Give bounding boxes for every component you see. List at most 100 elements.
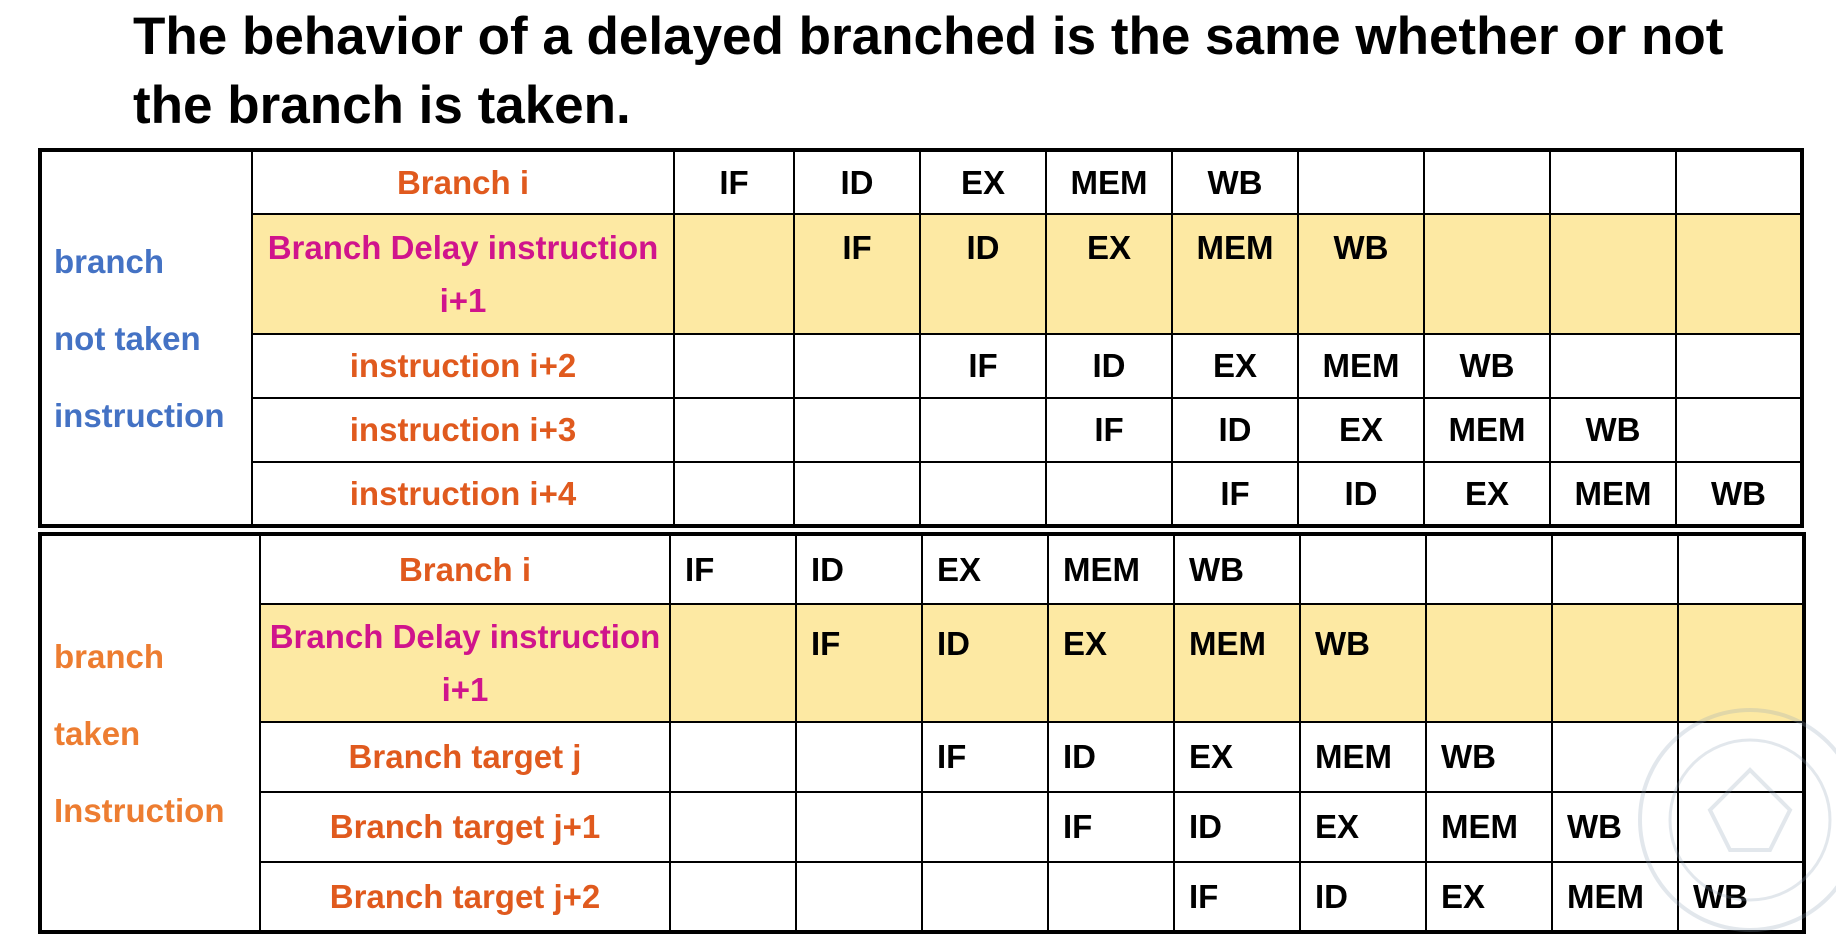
- group-label-line: not taken: [54, 319, 201, 357]
- stage-cell: [793, 397, 921, 463]
- stage-cell: [793, 461, 921, 527]
- stage-cell: [669, 603, 797, 723]
- stage-cell: ID: [919, 213, 1047, 335]
- stage-cell: [1675, 213, 1803, 335]
- stage-cell: [1677, 791, 1805, 863]
- stage-cell: IF: [1173, 861, 1301, 933]
- stage-cell: [1425, 603, 1553, 723]
- table-row: Branch target j+2 IF ID EX MEM WB: [40, 861, 1805, 933]
- stage-cell: MEM: [1299, 721, 1427, 793]
- stage-cell: EX: [919, 149, 1047, 215]
- stage-cell: [921, 861, 1049, 933]
- stage-cell: IF: [919, 333, 1047, 399]
- stage-cell: [1425, 533, 1553, 605]
- instruction-label: Branch Delay instruction i+1: [259, 603, 671, 723]
- stage-cell: [1675, 397, 1803, 463]
- stage-cell: [795, 861, 923, 933]
- stage-cell: [1551, 603, 1679, 723]
- stage-cell: ID: [1173, 791, 1301, 863]
- stage-cell: [669, 721, 797, 793]
- stage-cell: WB: [1297, 213, 1425, 335]
- stage-cell: MEM: [1171, 213, 1299, 335]
- stage-cell: [1675, 149, 1803, 215]
- instruction-label: instruction i+2: [251, 333, 675, 399]
- stage-cell: [673, 333, 795, 399]
- stage-cell: [919, 397, 1047, 463]
- stage-cell: MEM: [1549, 461, 1677, 527]
- stage-cell: WB: [1299, 603, 1427, 723]
- stage-cell: [1677, 533, 1805, 605]
- stage-cell: IF: [673, 149, 795, 215]
- table-row: instruction i+2 IF ID EX MEM WB: [40, 333, 1803, 399]
- stage-cell: MEM: [1047, 533, 1175, 605]
- table-row: instruction i+3 IF ID EX MEM WB: [40, 397, 1803, 463]
- stage-cell: [1047, 861, 1175, 933]
- stage-cell: ID: [793, 149, 921, 215]
- stage-cell: WB: [1423, 333, 1551, 399]
- instruction-label: instruction i+4: [251, 461, 675, 527]
- stage-cell: [1549, 333, 1677, 399]
- stage-cell: [919, 461, 1047, 527]
- stage-cell: EX: [1171, 333, 1299, 399]
- group-label-not-taken: branch not taken instruction: [39, 149, 253, 527]
- stage-cell: [673, 397, 795, 463]
- stage-cell: IF: [1047, 791, 1175, 863]
- stage-cell: IF: [795, 603, 923, 723]
- stage-cell: EX: [1425, 861, 1553, 933]
- stage-cell: ID: [1297, 461, 1425, 527]
- stage-cell: [795, 791, 923, 863]
- stage-cell: [1551, 533, 1679, 605]
- stage-cell: MEM: [1425, 791, 1553, 863]
- stage-cell: [795, 721, 923, 793]
- group-label-line: instruction: [54, 396, 225, 434]
- table-row: instruction i+4 IF ID EX MEM WB: [40, 461, 1803, 527]
- stage-cell: ID: [1299, 861, 1427, 933]
- table-row: Branch target j IF ID EX MEM WB: [40, 721, 1805, 793]
- stage-cell: IF: [793, 213, 921, 335]
- stage-cell: [669, 861, 797, 933]
- stage-cell: MEM: [1551, 861, 1679, 933]
- instruction-label: instruction i+3: [251, 397, 675, 463]
- stage-cell: MEM: [1423, 397, 1551, 463]
- stage-cell: ID: [1171, 397, 1299, 463]
- stage-cell: MEM: [1173, 603, 1301, 723]
- stage-cell: WB: [1551, 791, 1679, 863]
- stage-cell: IF: [1045, 397, 1173, 463]
- stage-cell: [1677, 721, 1805, 793]
- stage-cell: [1297, 149, 1425, 215]
- stage-cell: IF: [921, 721, 1049, 793]
- group-label-line: taken: [54, 714, 141, 752]
- stage-cell: IF: [669, 533, 797, 605]
- instruction-label: Branch Delay instruction i+1: [251, 213, 675, 335]
- instruction-label: Branch i: [251, 149, 675, 215]
- table-row: branch taken Instruction Branch i IF ID EX MEM W…: [39, 533, 1805, 933]
- stage-cell: [1299, 533, 1427, 605]
- group-label-line: branch: [54, 242, 165, 280]
- table-row: branch not taken instruction Branch i IF ID EX…: [39, 149, 1803, 527]
- stage-cell: [1045, 461, 1173, 527]
- stage-cell: WB: [1171, 149, 1299, 215]
- stage-cell: [1551, 721, 1679, 793]
- group-label-line: Instruction: [54, 791, 225, 829]
- stage-cell: WB: [1549, 397, 1677, 463]
- stage-cell: [921, 791, 1049, 863]
- stage-cell: [1549, 149, 1677, 215]
- pipeline-table-branch-taken: branch taken Instruction Branch i IF ID EX MEM W…: [38, 532, 1806, 934]
- group-label-line: branch: [54, 637, 165, 675]
- stage-cell: EX: [1173, 721, 1301, 793]
- stage-cell: [1549, 213, 1677, 335]
- stage-cell: ID: [921, 603, 1049, 723]
- table-row: Branch target j+1 IF ID EX MEM WB: [40, 791, 1805, 863]
- stage-cell: ID: [795, 533, 923, 605]
- stage-cell: [669, 791, 797, 863]
- stage-cell: EX: [1423, 461, 1551, 527]
- table-row: Branch Delay instruction i+1 IF ID EX MEM WB: [40, 213, 1803, 335]
- stage-cell: IF: [1171, 461, 1299, 527]
- instruction-label: Branch target j+1: [259, 791, 671, 863]
- stage-cell: WB: [1173, 533, 1301, 605]
- stage-cell: [1675, 333, 1803, 399]
- pipeline-table-branch-not-taken: branch not taken instruction Branch i IF ID EX…: [38, 148, 1804, 528]
- stage-cell: MEM: [1297, 333, 1425, 399]
- slide-title: The behavior of a delayed branched is th…: [133, 7, 1724, 135]
- stage-cell: WB: [1677, 861, 1805, 933]
